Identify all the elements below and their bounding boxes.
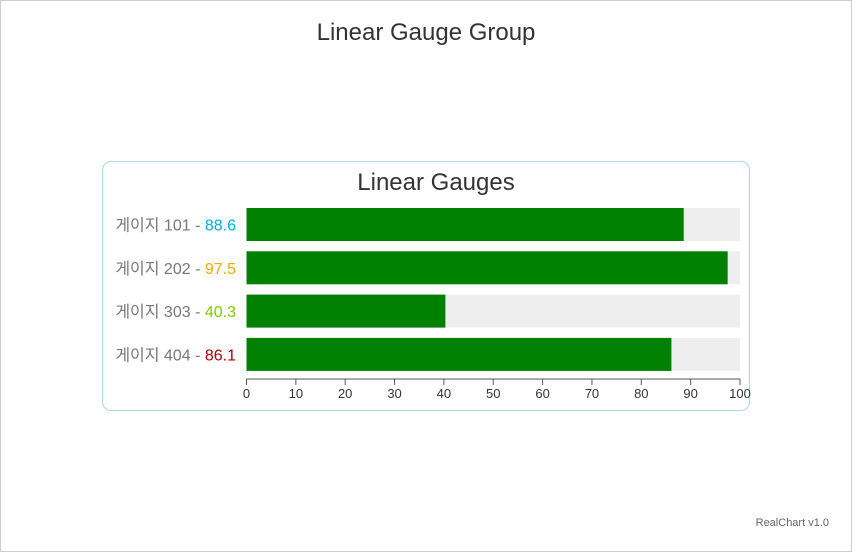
gauge-name: 게이지 303 - [115,303,205,321]
x-tick-label: 0 [243,386,250,401]
gauge-labels: 게이지 101 - 88.6 게이지 202 - 97.5 게이지 303 - 40… [115,217,236,365]
gauge-bar[interactable] [246,337,672,371]
x-tick-label: 50 [486,386,500,401]
gauge-value: 40.3 [205,304,236,321]
gauge-label: 게이지 404 - 86.1 [115,346,236,364]
gauge-name: 게이지 404 - [115,346,205,364]
gauge-bar[interactable] [246,294,446,328]
gauge-label: 게이지 101 - 88.6 [115,217,236,235]
x-axis: 0 10 20 30 40 50 60 70 80 90 100 [243,378,751,401]
gauge-value: 97.5 [205,261,236,278]
gauge-bar[interactable] [246,251,728,285]
credits-label: RealChart v1.0 [755,517,829,529]
gauge-name: 게이지 101 - [115,217,205,235]
gauge-value: 86.1 [205,347,236,364]
x-tick-label: 20 [338,386,352,401]
gauge-bars [246,208,740,371]
x-tick-label: 60 [535,386,549,401]
x-tick-label: 10 [289,386,303,401]
gauge-label: 게이지 202 - 97.5 [115,260,236,278]
chart-title: Linear Gauge Group [316,19,536,46]
gauge-label: 게이지 303 - 40.3 [115,303,236,321]
x-tick-label: 70 [585,386,599,401]
x-tick-label: 30 [387,386,401,401]
gauge-value: 88.6 [205,218,236,235]
x-tick-label: 40 [437,386,451,401]
x-tick-label: 100 [729,386,751,401]
gauge-group-title: Linear Gauges [357,169,515,196]
gauge-bar[interactable] [246,208,684,241]
x-tick-label: 90 [683,386,697,401]
gauge-name: 게이지 202 - [115,260,205,278]
x-tick-label: 80 [634,386,648,401]
